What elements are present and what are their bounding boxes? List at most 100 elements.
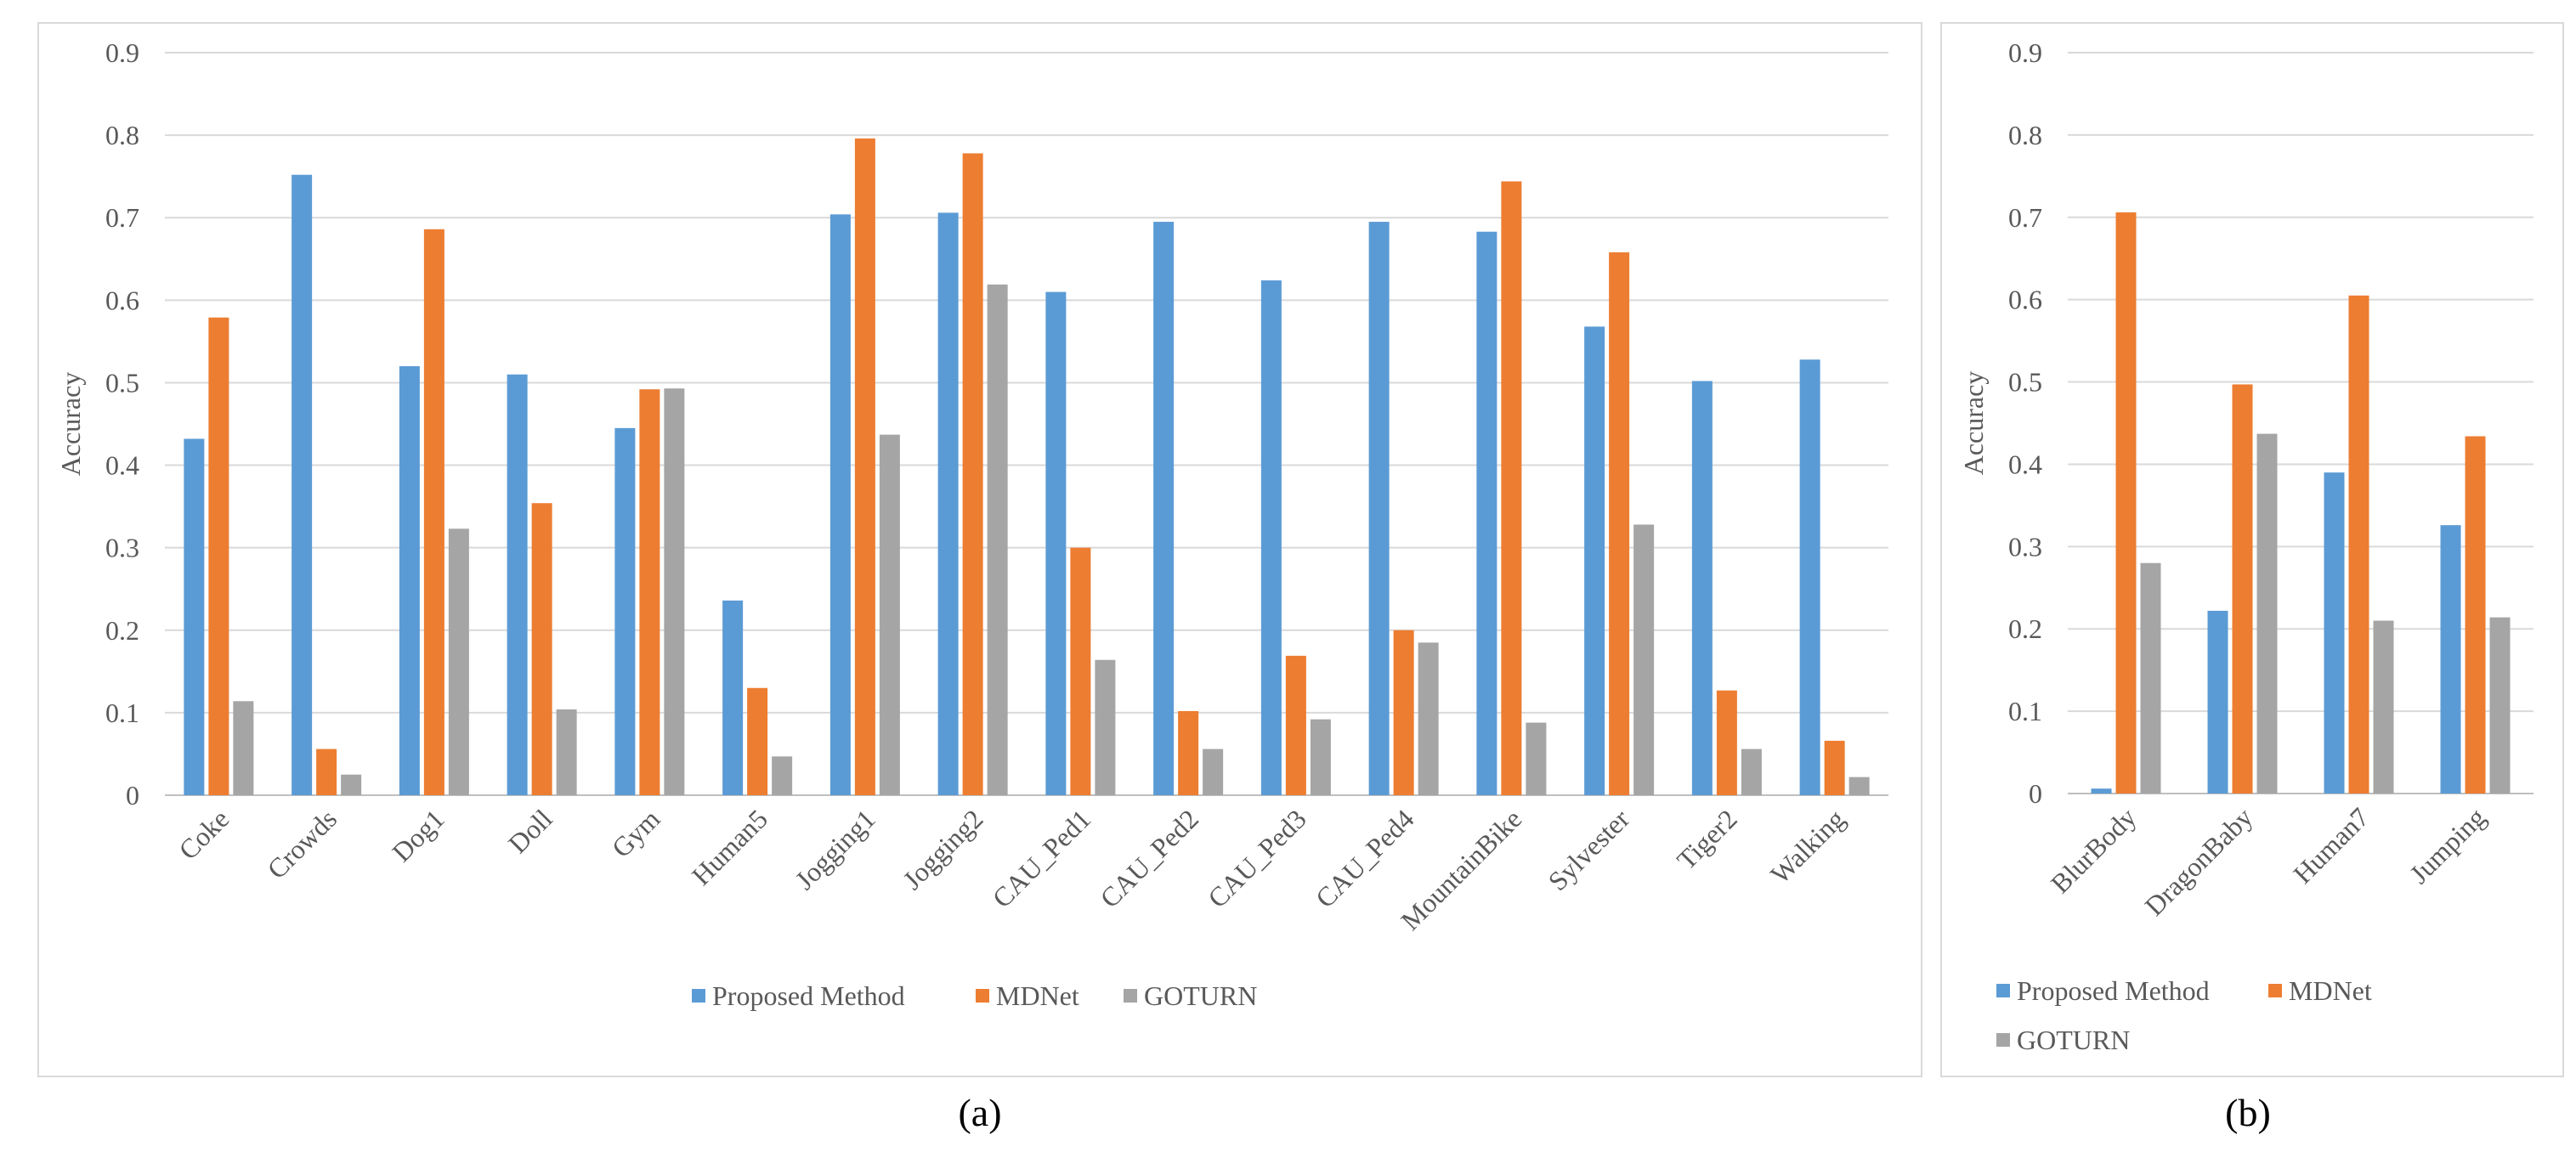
chart-b-y-axis-label: Accuracy [1958,371,1989,476]
chart-a-bar-proposed-method [1691,381,1713,795]
chart-a-bar-goturn [1848,777,1870,795]
chart-a-legend-swatch [976,989,989,1003]
chart-a-bar-mdnet [1178,710,1199,795]
chart-a-category-label: Doll [502,803,558,859]
chart-a-bar-goturn [233,701,254,795]
chart-b-bar-proposed-method [2091,788,2112,794]
panel-label-a: (a) [958,1091,1002,1134]
chart-b-legend-label: Proposed Method [2017,975,2210,1006]
chart-a-bar-goturn [1310,719,1331,795]
chart-b-category-label: Jumping [2403,801,2491,889]
chart-b-y-tick-label: 0.2 [2008,613,2042,644]
chart-a-y-tick-label: 0.2 [105,615,139,646]
chart-a-category-label: Tiger2 [1671,803,1743,875]
chart-a-category-label: CAU_Ped4 [1310,803,1420,913]
chart-a-bar-proposed-method [614,427,636,795]
chart-b-bar-proposed-method [2440,525,2461,794]
chart-b-category-label: BlurBody [2045,801,2143,899]
chart-a-bar-mdnet [639,389,660,795]
chart-b-bar-mdnet [2465,436,2486,794]
chart-a-y-tick-label: 0.5 [105,367,139,398]
chart-a-bar-proposed-method [829,214,851,796]
chart-a-bar-mdnet [316,748,337,795]
chart-a-bar-proposed-method [184,438,205,795]
chart-b-legend-swatch [1996,984,2010,997]
chart-a-legend-label: Proposed Method [712,980,905,1011]
chart-a-bar-proposed-method [292,174,313,796]
chart-b-bar-goturn [2256,433,2278,794]
chart-a-bar-proposed-method [1799,359,1820,796]
chart-b-legend-label: GOTURN [2017,1025,2130,1055]
chart-panel-b: 0 0.1 0.2 0.3 0.4 0.5 0.6 0.7 0.8 0.9 Accuracy Blur… [1940,22,2564,1077]
chart-a-y-tick-label: 0.1 [105,698,139,728]
chart-a-y-tick-label: 0 [126,780,139,811]
chart-a-bar-proposed-method [1584,326,1605,795]
chart-a-category-label: Jogging1 [789,803,880,895]
chart-a-bar-goturn [1095,659,1116,795]
chart-a-bar-proposed-method [1260,280,1282,795]
chart-a-bar-goturn [772,756,793,795]
chart-a-bar-goturn [556,709,577,795]
chart-a-bar-mdnet [423,229,444,796]
chart-a-bar-mdnet [1070,547,1091,795]
chart-a-bar-mdnet [1501,181,1522,795]
chart-a-bar-mdnet [1393,630,1414,795]
chart-a-bar-goturn [1633,524,1655,795]
chart-a-category-label: CAU_Ped1 [987,803,1097,913]
chart-a-bar-proposed-method [399,366,420,795]
chart-b-bar-mdnet [2115,212,2137,794]
chart-a-bar-mdnet [1824,740,1845,795]
chart-a-category-label: CAU_Ped3 [1202,803,1312,913]
chart-a-category-label: Human5 [686,803,773,890]
chart-b-y-tick-label: 0.6 [2008,285,2042,315]
chart-b-y-tick-label: 0 [2029,778,2042,809]
chart-a-category-label: Coke [173,803,235,865]
chart-a-y-tick-label: 0.8 [105,120,139,150]
chart-a-y-tick-label: 0.9 [105,37,139,68]
chart-a-bar-goturn [1418,642,1439,795]
chart-a-category-label: Crowds [261,803,343,884]
chart-a-bar-goturn [664,388,685,795]
chart-b-bar-mdnet [2232,384,2253,794]
chart-a-legend-label: GOTURN [1144,980,1257,1011]
chart-b-bar-proposed-method [2207,610,2228,794]
chart-a-bar-mdnet [1285,655,1306,795]
chart-a-y-tick-label: 0.4 [105,450,139,481]
chart-a-legend-label: MDNet [996,980,1079,1011]
chart-a-bar-proposed-method [722,600,744,795]
chart-a-bar-mdnet [531,503,552,795]
chart-a-svg: 0 0.1 0.2 0.3 0.4 0.5 0.6 0.7 0.8 0.9 Accuracy Coke… [55,37,1888,1011]
chart-a-bar-goturn [448,528,469,795]
chart-a-legend-swatch [1124,989,1137,1003]
chart-b-bar-goturn [2140,562,2161,794]
chart-b-legend-swatch [1996,1033,2010,1047]
chart-b-bar-mdnet [2348,295,2369,794]
chart-a-bar-goturn [1203,748,1224,795]
chart-b-bar-goturn [2489,617,2511,794]
chart-a-bar-mdnet [1609,252,1630,795]
chart-b-category-label: DragonBaby [2138,801,2258,921]
chart-a-category-label: Sylvester [1542,803,1635,896]
chart-a-bar-mdnet [208,317,229,795]
chart-a-y-tick-label: 0.7 [105,202,139,233]
chart-a-category-label: Walking [1764,803,1851,890]
chart-a-bar-goturn [879,434,900,795]
chart-a-bar-mdnet [962,153,983,795]
chart-a-y-axis-label: Accuracy [55,372,86,477]
chart-a-bar-proposed-method [507,374,528,795]
chart-b-bar-goturn [2373,620,2394,794]
chart-b-bar-proposed-method [2324,472,2345,794]
chart-a-bar-proposed-method [937,212,959,795]
chart-a-category-label: Jogging2 [897,803,988,895]
chart-a-category-label: Dog1 [386,803,450,867]
chart-b-y-tick-label: 0.5 [2008,367,2042,398]
chart-a-category-label: CAU_Ped2 [1094,803,1204,913]
chart-a-bar-goturn [1741,748,1762,795]
chart-b-y-tick-label: 0.9 [2008,37,2042,68]
chart-a-bar-goturn [1526,722,1547,795]
chart-a-legend-swatch [692,989,705,1003]
chart-a-bar-mdnet [1716,690,1737,795]
chart-b-y-tick-label: 0.3 [2008,531,2042,562]
chart-a-y-tick-label: 0.6 [105,285,139,315]
panel-label-b: (b) [2225,1091,2271,1134]
